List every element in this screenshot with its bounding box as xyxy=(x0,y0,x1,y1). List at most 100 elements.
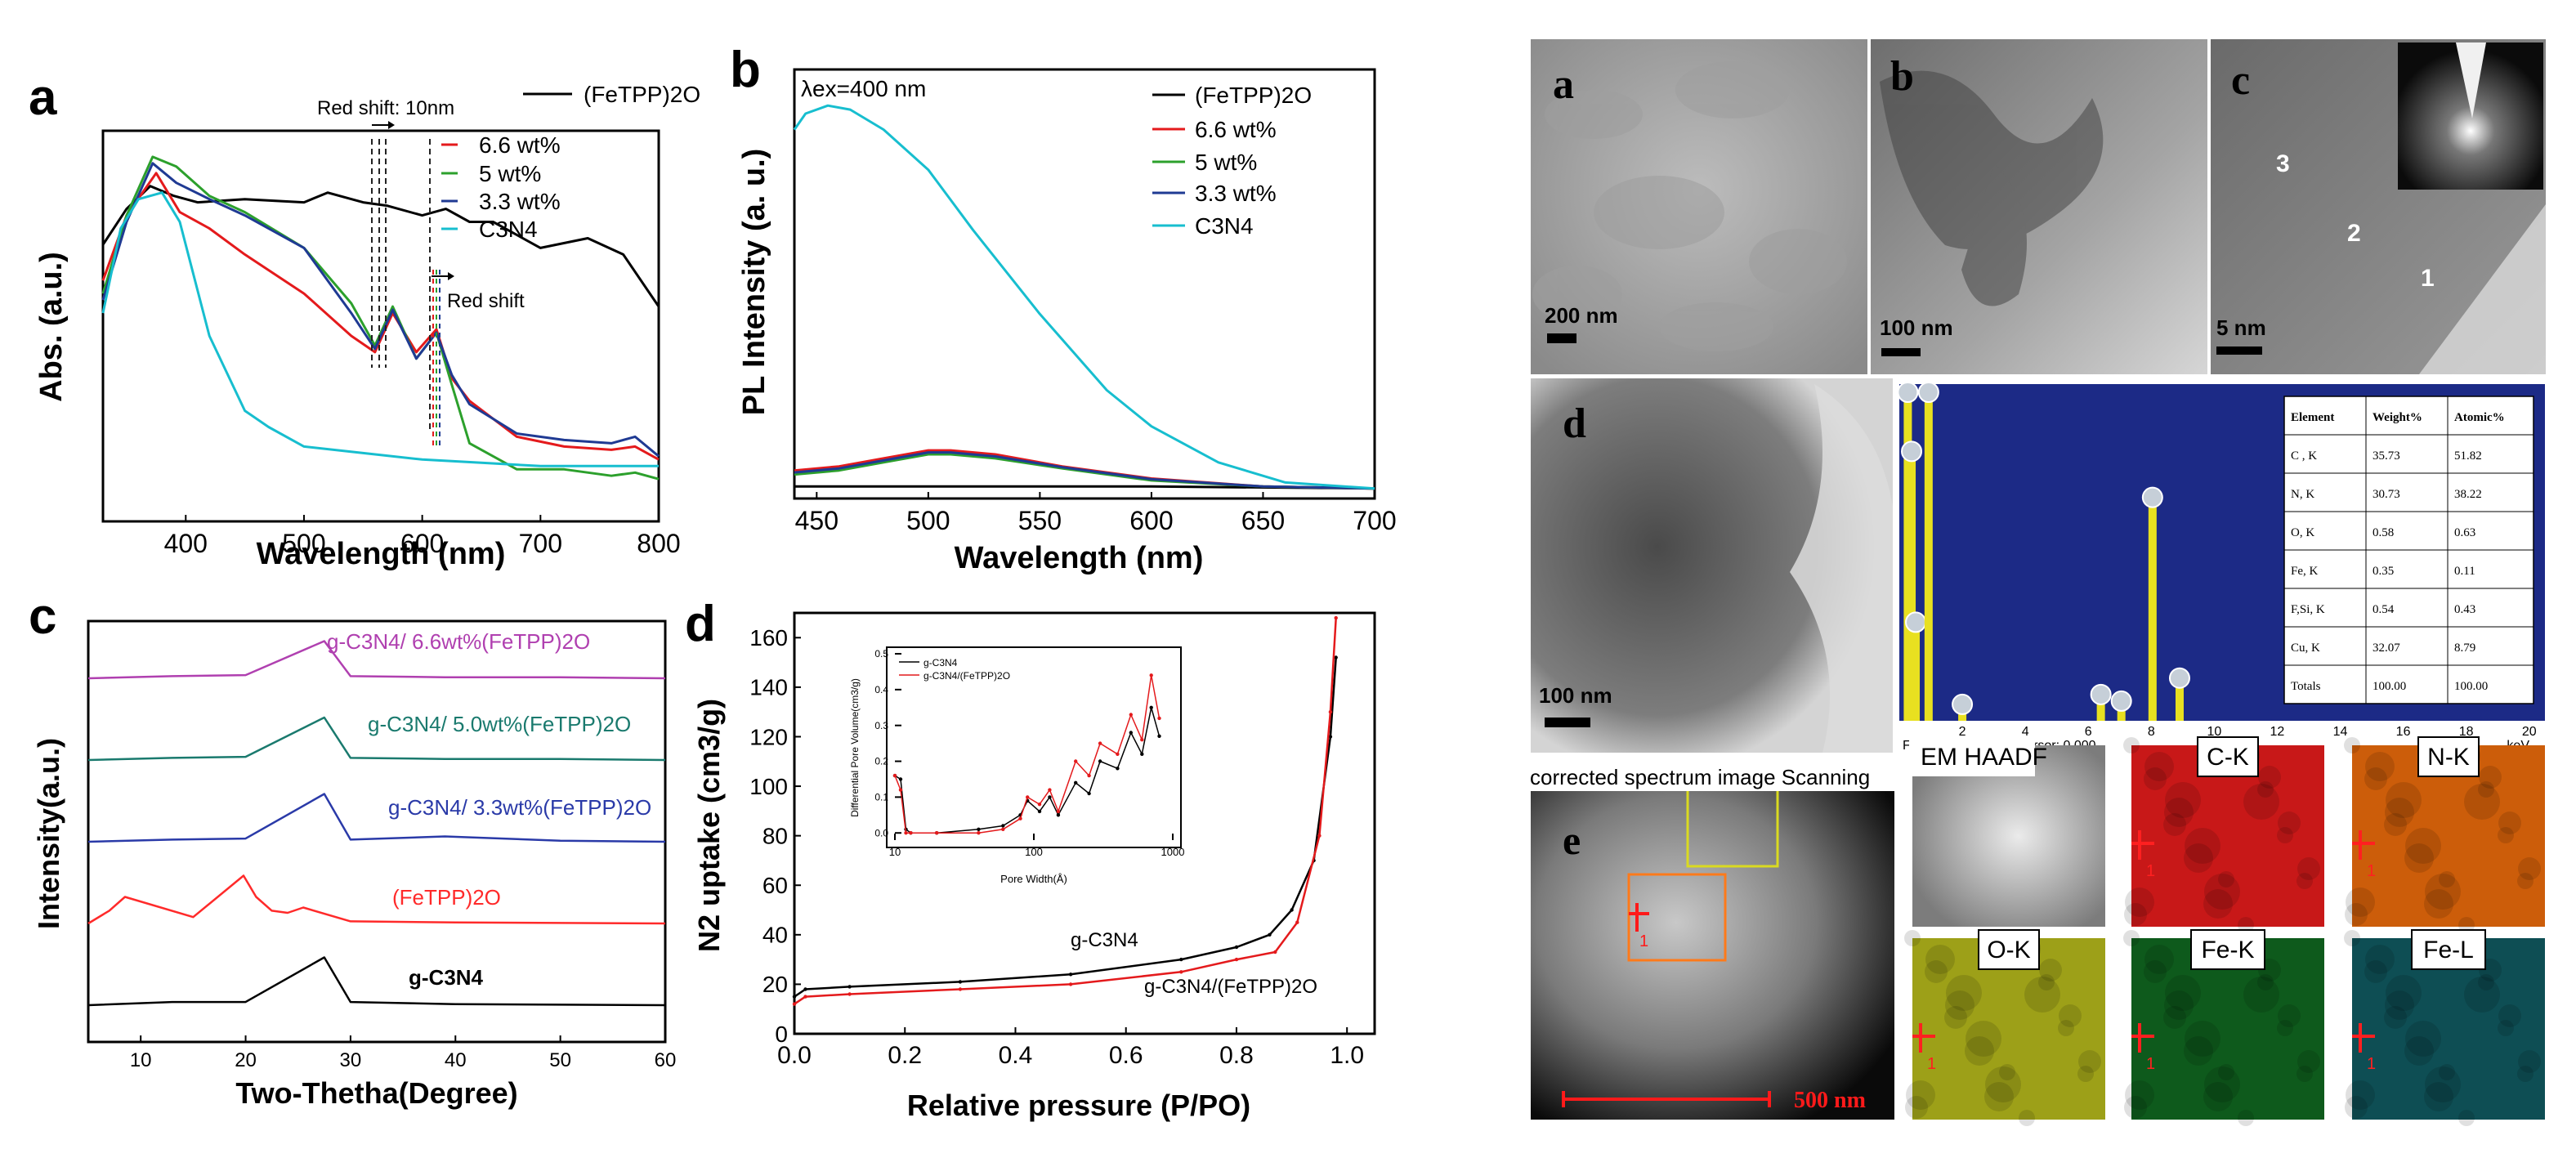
micrograph-e-roi-box xyxy=(1627,873,1727,962)
d-curves-point-1-5 xyxy=(1179,970,1183,974)
eds-tick-6: 14 xyxy=(2333,725,2348,739)
eds-peaks xyxy=(1897,382,2190,721)
map-tile-speckle xyxy=(2517,873,2534,889)
panel-d-curves xyxy=(792,615,1338,1006)
map-tile-speckle xyxy=(2185,828,2220,864)
micrograph-e-letter: e xyxy=(1563,817,1581,863)
b-curves-series-4 xyxy=(793,104,1375,490)
panel-b: b 450 500 550 600 650 700 Wavelength (nm) PL … xyxy=(730,42,1397,575)
map-tile-speckle xyxy=(2163,813,2186,836)
map-tile-speckle xyxy=(2404,1036,2434,1066)
panel-a-ylabel: Abs. (a.u.) xyxy=(34,252,69,402)
map-tile-speckle xyxy=(2024,977,2060,1013)
panel-b-letter: b xyxy=(730,42,761,98)
a-xticks-label-3: 700 xyxy=(519,529,562,558)
inset-yticks-label-4: 0.4 xyxy=(874,684,888,695)
d-xticks-label-2: 0.4 xyxy=(999,1042,1033,1069)
d-curves-point-0-5 xyxy=(1179,957,1183,962)
map-tile-speckle xyxy=(2123,737,2140,753)
inset-curves-point-0-17 xyxy=(1140,752,1144,756)
eds-table-cell: O, K xyxy=(2291,526,2314,539)
shift-arrowhead-side xyxy=(448,272,454,280)
map-marker-1: 1 xyxy=(2146,862,2155,880)
map-label-box-2 xyxy=(2417,736,2480,777)
map-tile-speckle xyxy=(1905,1096,1928,1119)
micrograph-c-letter: c xyxy=(2231,57,2250,104)
eds-peak-marker-6 xyxy=(2110,690,2132,712)
panel-a-annotation-top: Red shift: 10nm xyxy=(317,97,454,119)
eds-peak-marker-5 xyxy=(2090,683,2112,705)
c-curves-series-2 xyxy=(87,793,666,843)
inset-xticks-label-0: 10 xyxy=(889,846,901,858)
map-tile-speckle xyxy=(2518,857,2541,880)
d-curves-point-1-7 xyxy=(1273,950,1277,955)
map-tile-speckle xyxy=(2204,1066,2240,1102)
panel-b-legend: (FeTPP)2O 6.6 wt% 5 wt% 3.3 wt% C3N4 xyxy=(1152,83,1312,239)
inset-curves-point-0-13 xyxy=(1087,791,1091,796)
panel-d-xticks: 0.0 0.2 0.4 0.6 0.8 1.0 xyxy=(777,1027,1364,1069)
map-tile-speckle xyxy=(2058,1020,2074,1036)
eds-table-cell: 0.58 xyxy=(2373,526,2394,539)
eds-table: Element Weight% Atomic% C , K 35.73 51.82 N, K… xyxy=(2283,396,2534,704)
map-marker-5: 1 xyxy=(2367,1055,2376,1073)
micrograph-b-scalebar xyxy=(1881,348,1921,356)
inset-curves-point-0-12 xyxy=(1074,780,1078,785)
map-tile-speckle xyxy=(2165,975,2201,1011)
eds-peak-marker-8 xyxy=(2168,667,2190,689)
b-xticks-label-2: 550 xyxy=(1018,506,1062,535)
map-label-5: Fe-L xyxy=(2423,937,2474,964)
inset-curves-point-1-2 xyxy=(904,831,908,835)
d-yticks-label-5: 100 xyxy=(749,774,788,799)
map-label-4: Fe-K xyxy=(2201,937,2254,964)
map-tile-speckle xyxy=(2059,1004,2082,1027)
eds-table-cell: N, K xyxy=(2291,488,2314,501)
micrograph-e-header: corrected spectrum image Scanning xyxy=(1530,765,1870,789)
d-yticks-label-3: 60 xyxy=(763,873,788,898)
micrograph-d-scale: 100 nm xyxy=(1539,683,1612,708)
d-curves-point-1-0 xyxy=(792,1002,797,1006)
eds-table-cell: Cu, K xyxy=(2291,642,2320,655)
map-tile-speckle xyxy=(2144,752,2174,781)
eds-table-cell: 100.00 xyxy=(2454,680,2488,693)
legend-b-label-0: (FeTPP)2O xyxy=(1195,83,1312,108)
map-tile-speckle xyxy=(2346,888,2375,917)
inset-curves-point-0-14 xyxy=(1098,759,1102,763)
inset-curves-point-0-16 xyxy=(1129,731,1134,735)
eds-table-cell: 100.00 xyxy=(2373,680,2406,693)
d-yticks-label-8: 160 xyxy=(749,625,788,651)
eds-peak-marker-3 xyxy=(1917,382,1939,403)
d-curves-point-1-2 xyxy=(847,992,852,996)
eds-peak-marker-7 xyxy=(2141,486,2163,508)
micrograph-e-scale: 500 nm xyxy=(1794,1088,1866,1113)
eds-table-cell: 30.73 xyxy=(2373,488,2400,501)
d-curves-point-1-9 xyxy=(1317,834,1322,838)
inset-curves-point-0-10 xyxy=(1048,795,1052,799)
map-tile-speckle xyxy=(2258,766,2281,789)
micrograph-a: a 200 nm xyxy=(1531,39,1867,374)
panel-a-xlabel: Wavelength (nm) xyxy=(257,537,506,571)
panel-c-frame xyxy=(87,619,667,1044)
panel-b-frame xyxy=(793,68,1376,500)
inset-yticks-label-0: 0.0 xyxy=(874,827,888,838)
panel-a-curves xyxy=(101,155,660,481)
eds-table-cell: 38.22 xyxy=(2454,488,2482,501)
micrograph-c-scale: 5 nm xyxy=(2216,315,2266,340)
inset-yticks: 0.0 0.1 0.2 0.3 0.4 0.5 xyxy=(874,648,901,838)
map-tile-speckle xyxy=(2243,784,2279,820)
a-xticks-label-4: 800 xyxy=(637,529,680,558)
b-xticks-label-3: 600 xyxy=(1129,506,1173,535)
inset-yticks-label-5: 0.5 xyxy=(874,648,888,659)
map-tile-speckle xyxy=(2439,1064,2455,1080)
a-curves-series-2 xyxy=(101,155,660,481)
a-curves-series-4 xyxy=(101,191,659,467)
micrograph-e: corrected spectrum image Scanning 1 e 50… xyxy=(1528,758,1896,1120)
eds-tick-8: 18 xyxy=(2459,725,2474,739)
legend-a-label-4: C3N4 xyxy=(479,217,538,242)
panel-c-label-3: (FeTPP)2O xyxy=(392,885,501,910)
map-tile-speckle xyxy=(2498,1020,2514,1036)
eds-peak-marker-4 xyxy=(1952,693,1974,715)
map-tile-speckle xyxy=(2163,1006,2186,1029)
map-tile-speckle xyxy=(2385,798,2414,827)
eds-table-cell: 8.79 xyxy=(2454,642,2475,655)
map-tile-speckle xyxy=(2498,827,2514,843)
